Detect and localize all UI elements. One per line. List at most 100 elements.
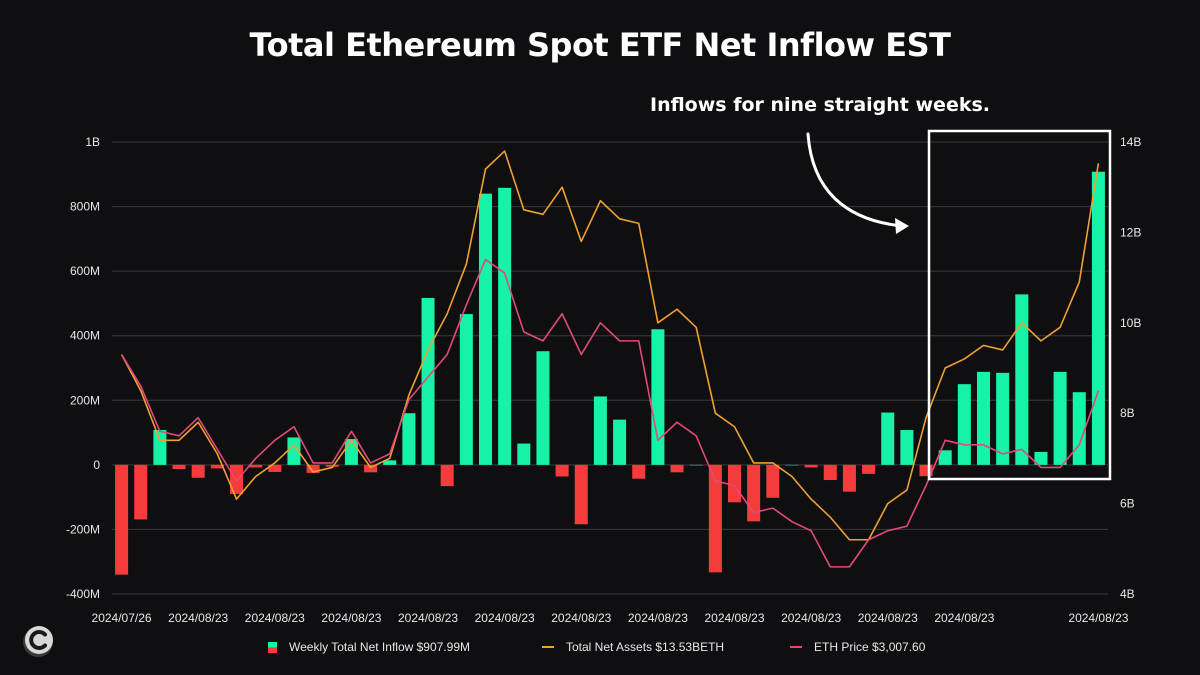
x-tick-label: 2024/08/23 bbox=[245, 611, 305, 625]
bar bbox=[1072, 392, 1086, 465]
bar bbox=[881, 412, 895, 465]
x-tick-label: 2024/07/26 bbox=[92, 611, 152, 625]
x-tick-label: 2024/08/23 bbox=[781, 611, 841, 625]
bar bbox=[862, 464, 876, 474]
annotation-text: Inflows for nine straight weeks. bbox=[650, 94, 990, 116]
bar bbox=[957, 384, 971, 465]
legend-label-price: ETH Price $3,007.60 bbox=[814, 640, 926, 654]
y-right-tick-label: 8B bbox=[1120, 406, 1135, 420]
y-left-tick-label: 0 bbox=[93, 458, 100, 472]
bar bbox=[632, 464, 646, 479]
legend-item-price: ETH Price $3,007.60 bbox=[790, 640, 925, 654]
y-left-tick-label: 200M bbox=[70, 393, 100, 407]
y-right-tick-label: 10B bbox=[1120, 316, 1141, 330]
bar bbox=[1015, 294, 1029, 465]
y-left-tick-label: -200M bbox=[66, 522, 100, 536]
legend-label-assets: Total Net Assets $13.53BETH bbox=[566, 640, 725, 654]
bar bbox=[613, 419, 627, 465]
total-net-assets-line bbox=[120, 150, 1100, 541]
x-tick-label: 2024/08/23 bbox=[321, 611, 381, 625]
bar bbox=[785, 464, 799, 466]
chart-title: Total Ethereum Spot ETF Net Inflow EST bbox=[249, 26, 951, 64]
bar bbox=[976, 371, 991, 465]
bar bbox=[766, 464, 780, 498]
legend-label-inflow: Weekly Total Net Inflow $907.99M bbox=[289, 640, 470, 654]
legend-item-assets: Total Net Assets $13.53BETH bbox=[542, 640, 724, 654]
bar bbox=[421, 297, 435, 465]
bar bbox=[804, 464, 818, 468]
bar bbox=[268, 464, 282, 472]
y-right-tick-label: 6B bbox=[1120, 497, 1135, 511]
y-right-tick-label: 4B bbox=[1120, 587, 1135, 601]
eth-price-line bbox=[120, 258, 1100, 568]
bar bbox=[1091, 171, 1105, 465]
legend-swatch-price bbox=[790, 646, 802, 648]
axis-ticks: -400M -200M 0 200M 400M 600M 800M 1B 4B 6B 8B 10B 12… bbox=[66, 135, 1141, 625]
bar bbox=[1053, 371, 1067, 465]
bar bbox=[996, 372, 1010, 465]
bar bbox=[823, 464, 837, 481]
bar bbox=[459, 314, 473, 465]
y-left-tick-label: -400M bbox=[66, 587, 100, 601]
bar bbox=[287, 437, 301, 465]
curved-arrow-icon bbox=[806, 132, 909, 234]
bar bbox=[919, 464, 933, 477]
x-tick-label: 2024/08/23 bbox=[168, 611, 228, 625]
bar bbox=[172, 464, 186, 470]
bar bbox=[478, 193, 493, 465]
highlight-box bbox=[927, 129, 1112, 481]
bar bbox=[249, 464, 263, 468]
x-tick-label: 2024/08/23 bbox=[858, 611, 918, 625]
legend-swatch-assets bbox=[542, 646, 554, 648]
bar bbox=[938, 450, 952, 465]
bar bbox=[134, 464, 148, 520]
bar bbox=[306, 464, 320, 473]
bar bbox=[115, 464, 129, 575]
bar bbox=[383, 460, 397, 465]
bar bbox=[555, 464, 569, 477]
x-tick-label: 2024/08/23 bbox=[628, 611, 688, 625]
x-tick-label: 2024/08/23 bbox=[551, 611, 611, 625]
bar bbox=[344, 439, 358, 465]
x-tick-label: 2024/08/23 bbox=[475, 611, 535, 625]
bar bbox=[651, 329, 665, 465]
bar bbox=[191, 464, 205, 478]
bar bbox=[325, 464, 339, 467]
c-logo-icon bbox=[23, 626, 53, 657]
bar bbox=[536, 351, 550, 465]
bar bbox=[708, 464, 722, 573]
grid-lines bbox=[112, 141, 1108, 595]
x-tick-label: 2024/08/23 bbox=[398, 611, 458, 625]
y-right-tick-label: 14B bbox=[1120, 135, 1141, 149]
x-tick-label: 2024/08/23 bbox=[934, 611, 994, 625]
y-left-tick-label: 400M bbox=[70, 329, 100, 343]
bar bbox=[727, 464, 742, 503]
bar bbox=[498, 187, 512, 465]
bar bbox=[440, 464, 454, 487]
y-left-tick-label: 1B bbox=[85, 135, 100, 149]
bar bbox=[517, 443, 531, 465]
bar-series bbox=[115, 171, 1105, 575]
x-tick-label: 2024/08/23 bbox=[704, 611, 764, 625]
bar bbox=[670, 464, 684, 473]
legend-item-inflow: Weekly Total Net Inflow $907.99M bbox=[268, 640, 470, 654]
y-left-tick-label: 800M bbox=[70, 200, 100, 214]
line-series bbox=[120, 150, 1100, 568]
y-right-tick-label: 12B bbox=[1120, 225, 1141, 239]
legend: Weekly Total Net Inflow $907.99M Total N… bbox=[0, 640, 1200, 660]
bar bbox=[364, 464, 378, 473]
bar bbox=[153, 429, 167, 465]
bar bbox=[229, 464, 244, 494]
bar bbox=[1034, 451, 1048, 465]
x-tick-label: 2024/08/23 bbox=[1068, 611, 1128, 625]
bar bbox=[900, 429, 914, 465]
bar bbox=[210, 464, 224, 469]
bar bbox=[689, 464, 703, 466]
bar bbox=[574, 464, 588, 525]
legend-swatch-inflow bbox=[268, 641, 277, 653]
bar bbox=[842, 464, 856, 492]
bar bbox=[593, 396, 607, 465]
y-left-tick-label: 600M bbox=[70, 264, 100, 278]
bar bbox=[402, 413, 416, 465]
